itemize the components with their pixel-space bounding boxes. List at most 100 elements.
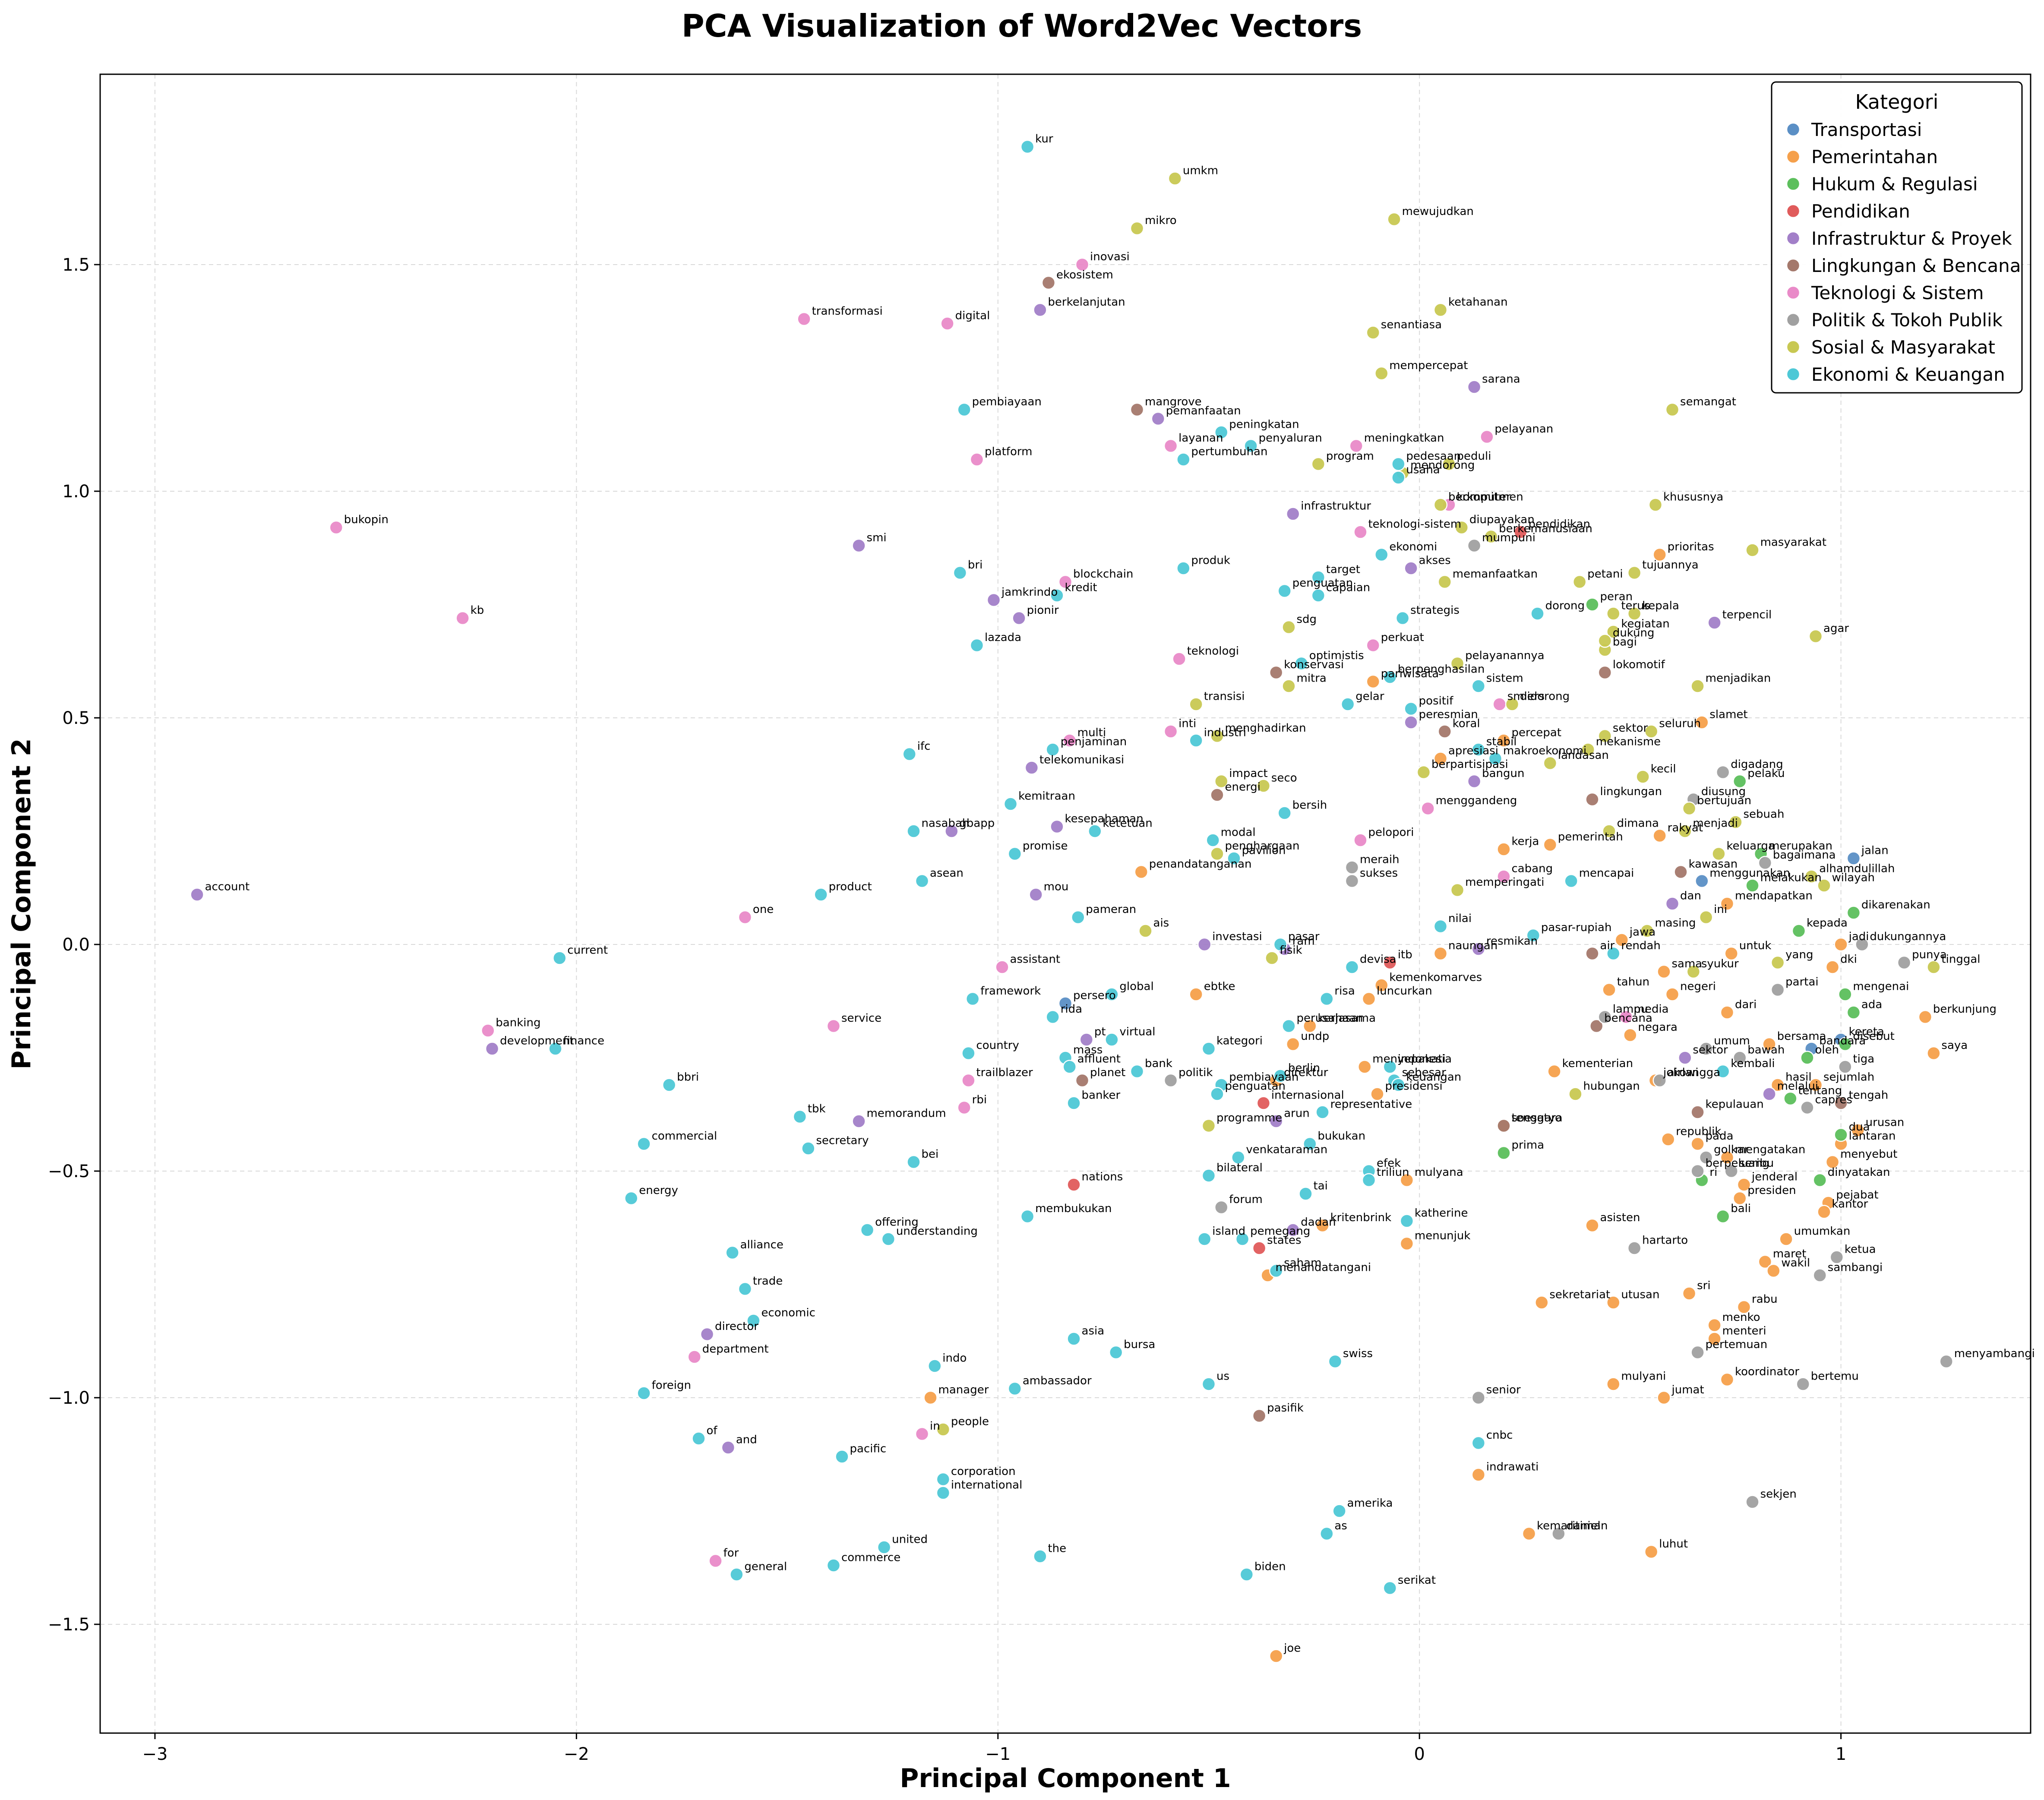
point-label: soesatyo (1511, 1112, 1561, 1124)
point-label: pelayanannya (1465, 649, 1545, 662)
data-point (1252, 1408, 1267, 1423)
point-label: energi (1225, 781, 1261, 794)
data-point (1437, 575, 1452, 589)
point-label: komputer (1457, 491, 1511, 504)
data-point (1825, 960, 1840, 974)
data-point (1598, 665, 1612, 680)
legend-label: Hukum & Regulasi (1811, 174, 1978, 195)
data-point (1606, 946, 1621, 961)
point-label: internasional (1271, 1089, 1344, 1102)
point-label: of (707, 1424, 718, 1437)
data-point (1383, 955, 1397, 970)
data-point (746, 1314, 761, 1328)
point-label: ifc (917, 740, 931, 753)
point-label: current (567, 944, 608, 957)
point-label: joe (1283, 1642, 1301, 1655)
point-label: bencana (1604, 1012, 1652, 1025)
point-label: bei (921, 1148, 938, 1161)
point-label: tenggara (1511, 1112, 1562, 1124)
legend-swatch (1786, 149, 1801, 164)
data-point (1358, 1060, 1372, 1074)
data-point (1046, 1010, 1060, 1024)
data-point (1644, 724, 1659, 739)
point-label: and (736, 1434, 757, 1446)
point-label: direktur (1284, 1066, 1328, 1079)
point-label: lokomotif (1613, 658, 1665, 671)
point-label: manager (938, 1383, 989, 1396)
data-point (907, 824, 921, 838)
data-point (1623, 1028, 1637, 1042)
data-point (1298, 1187, 1313, 1201)
point-label: dadan (1301, 1216, 1336, 1229)
point-label: konservasi (1284, 658, 1344, 671)
data-point (936, 1422, 951, 1437)
data-point (1619, 1010, 1633, 1024)
point-label: seribu (1739, 1157, 1774, 1170)
data-point (1627, 1241, 1642, 1255)
point-label: pacific (850, 1443, 886, 1456)
data-point (1762, 1037, 1776, 1052)
point-label: luhut (1659, 1538, 1688, 1551)
data-point (1320, 992, 1334, 1006)
point-label: disebut (1853, 1030, 1894, 1043)
point-label: presiden (1747, 1184, 1796, 1197)
data-point (797, 312, 811, 326)
point-label: transformasi (812, 305, 883, 318)
point-label: alliance (740, 1238, 783, 1251)
legend-item-politik-tokoh-publik: Politik & Tokoh Publik (1786, 309, 2003, 331)
legend-label: Lingkungan & Bencana (1811, 255, 2021, 276)
point-label: bawah (1747, 1044, 1785, 1057)
point-label: didorong (1520, 690, 1570, 703)
point-label: digital (955, 309, 990, 322)
point-label: kritenbrink (1330, 1211, 1392, 1224)
data-point (1303, 1137, 1317, 1151)
data-point (1391, 457, 1406, 471)
legend-item-lingkungan-bencana: Lingkungan & Bencana (1786, 255, 2021, 276)
data-point (1690, 1137, 1705, 1151)
point-label: bri (968, 559, 983, 572)
data-point (190, 887, 204, 902)
data-point (1109, 1345, 1123, 1360)
point-label: pemanfaatan (1166, 404, 1241, 417)
point-label: rakyat (1668, 821, 1703, 834)
point-label: ketahanan (1448, 296, 1508, 309)
point-label: sistem (1486, 672, 1523, 685)
data-point (940, 316, 954, 331)
point-label: pelayanan (1494, 423, 1553, 436)
point-label: terus (1621, 600, 1650, 613)
data-point (1105, 987, 1119, 1001)
data-point (1682, 801, 1696, 816)
point-label: pembiayaan (972, 395, 1042, 408)
data-point (1690, 1105, 1705, 1119)
data-point (1105, 1033, 1119, 1047)
point-label: lantaran (1849, 1130, 1896, 1143)
point-label: banker (1082, 1089, 1121, 1102)
point-label: menyepakati (1372, 1053, 1446, 1066)
point-label: dinyatakan (1828, 1166, 1890, 1179)
data-point (1572, 575, 1587, 589)
data-point (1589, 1019, 1604, 1033)
point-label: mendapatkan (1735, 890, 1813, 903)
point-label: amerika (1347, 1497, 1393, 1510)
point-label: kesepahaman (1065, 812, 1143, 825)
point-label: jadi (1848, 930, 1869, 943)
y-tick-label: −1.0 (48, 1388, 90, 1408)
data-point (1294, 656, 1309, 671)
point-label: rbi (972, 1093, 987, 1106)
point-label: sektor (1693, 1044, 1728, 1057)
data-point (1041, 275, 1056, 290)
data-point (1362, 992, 1376, 1006)
data-point (548, 1042, 562, 1056)
data-point (1695, 874, 1709, 888)
point-label: states (1267, 1234, 1301, 1247)
legend-swatch (1786, 285, 1801, 300)
point-label: lampu (1613, 1003, 1648, 1016)
data-point (1699, 1150, 1713, 1165)
data-point (1353, 833, 1368, 847)
point-label: jenderal (1751, 1171, 1798, 1184)
point-label: kb (471, 604, 484, 617)
data-point (1210, 846, 1224, 861)
data-point (1897, 955, 1911, 970)
point-label: bagaimana (1773, 849, 1836, 862)
point-label: target (1326, 563, 1360, 576)
